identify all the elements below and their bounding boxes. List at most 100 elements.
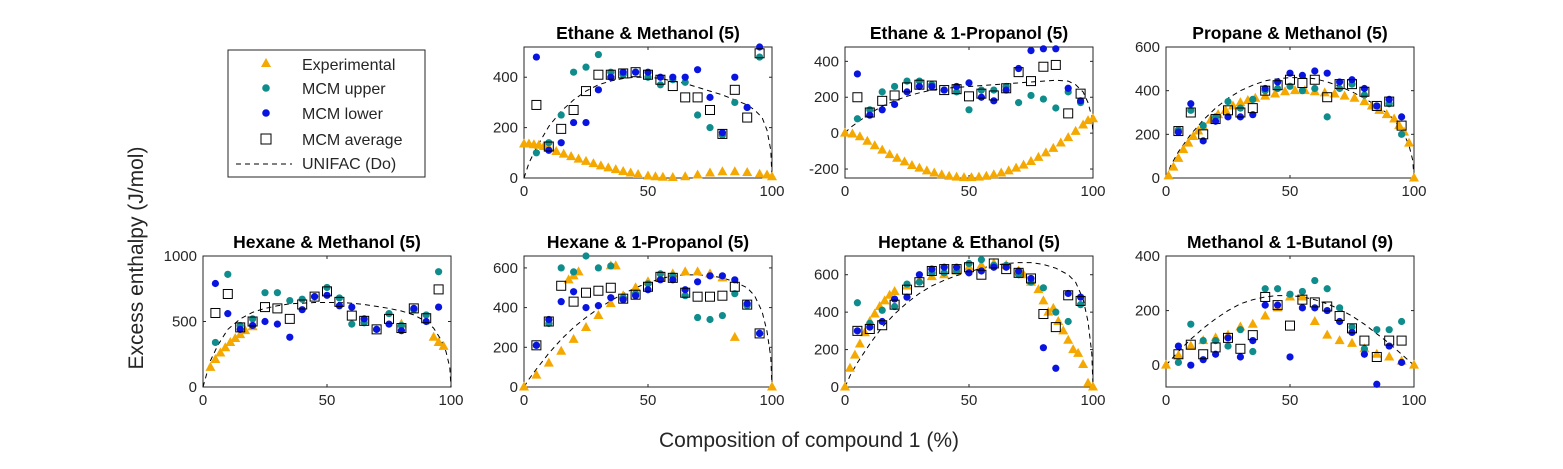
experimental-point <box>844 362 855 372</box>
mcm-average-point <box>309 291 320 302</box>
experimental-point <box>633 168 644 178</box>
mcm-average-point <box>1026 273 1036 284</box>
mcm-upper-point <box>1052 308 1060 316</box>
chart-title: Ethane & 1-Propanol (5) <box>870 23 1068 43</box>
mcm-lower-point <box>236 325 244 333</box>
mcm-average-point <box>1026 76 1036 87</box>
experimental-point <box>1322 329 1333 339</box>
mcm-lower-point <box>1398 113 1406 121</box>
mcm-average-point <box>1322 301 1333 312</box>
mcm-upper-point <box>385 310 393 318</box>
experimental-point <box>433 336 444 346</box>
experimental-point <box>1033 284 1044 294</box>
mcm-lower-point <box>286 333 294 341</box>
experimental-point <box>729 331 740 341</box>
experimental-point <box>767 171 777 181</box>
mcm-lower-point <box>718 272 727 280</box>
mcm-average-point <box>1001 264 1012 275</box>
mcm-average-point <box>556 280 567 291</box>
mcm-upper-point <box>1323 285 1331 293</box>
chart-title: Heptane & Ethanol (5) <box>878 232 1060 252</box>
mcm-average-point <box>260 302 270 313</box>
series-group <box>1163 67 1419 182</box>
mcm-upper-point <box>1398 130 1406 138</box>
mcm-average-point <box>284 313 295 324</box>
mcm-upper-point <box>891 302 899 311</box>
mcm-upper-point <box>718 311 727 320</box>
mcm-upper-point <box>1373 326 1381 334</box>
y-tick-label: 200 <box>814 342 839 359</box>
mcm-upper-point <box>1360 91 1368 99</box>
mcm-upper-point <box>323 283 331 292</box>
mcm-upper-point <box>891 82 899 91</box>
mcm-average-point <box>581 287 591 298</box>
x-tick-label: 50 <box>961 183 978 200</box>
mcm-upper-point <box>965 259 973 268</box>
mcm-upper-point <box>1323 113 1331 121</box>
y-tick-label: 200 <box>814 89 839 106</box>
mcm-upper-point <box>853 299 862 307</box>
mcm-lower-point <box>1212 117 1220 125</box>
mcm-average-point <box>1384 96 1395 107</box>
experimental-point <box>849 349 860 359</box>
mcm-upper-point <box>694 313 702 322</box>
mcm-average-point <box>951 84 962 95</box>
mcm-upper-point <box>1064 317 1072 326</box>
x-tick-label: 50 <box>961 392 978 409</box>
mcm-upper-point <box>298 295 306 303</box>
mcm-lower-point <box>669 276 677 284</box>
mcm-upper-point <box>422 311 430 319</box>
mcm-lower-point <box>1385 342 1393 350</box>
mcm-average-point <box>359 315 370 326</box>
experimental-point <box>1063 334 1074 344</box>
experimental-point <box>1048 142 1059 152</box>
mcm-lower-point <box>1249 337 1257 345</box>
mcm-average-point <box>433 284 444 295</box>
y-tick-label: 600 <box>1135 39 1160 56</box>
mcm-average-point <box>322 286 332 297</box>
mcm-lower-point <box>644 286 652 294</box>
mcm-average-point <box>334 296 345 307</box>
mcm-average-point <box>754 328 765 339</box>
mcm-average-point <box>1247 103 1258 114</box>
mcm-average-point <box>692 92 703 103</box>
experimental-point <box>1038 295 1049 305</box>
mcm-lower-point <box>743 300 751 308</box>
mcm-lower-point <box>965 269 973 277</box>
chart-panel-5: 0 50 100 0 200 400 600 Hexane & 1-Propanol (5) <box>493 232 785 409</box>
experimental-point <box>1309 316 1320 325</box>
experimental-point <box>581 155 591 165</box>
legend-entry-mcm-upper: MCM upper <box>262 81 386 98</box>
mcm-average-point <box>680 92 691 103</box>
mcm-lower-point <box>1015 64 1023 73</box>
experimental-point <box>929 167 940 177</box>
experimental-point <box>692 169 703 179</box>
mcm-average-point <box>1173 126 1184 137</box>
mcm-upper-point <box>1224 342 1232 350</box>
mcm-upper-point <box>731 98 739 107</box>
experimental-point <box>840 381 850 391</box>
mcm-upper-point <box>940 269 948 277</box>
mcm-lower-point <box>545 315 553 324</box>
mcm-upper-point <box>878 88 886 96</box>
mcm-lower-point <box>1052 364 1060 372</box>
mcm-average-point <box>705 291 715 302</box>
mcm-lower-point <box>594 302 603 310</box>
experimental-point <box>235 329 246 339</box>
mcm-lower-point <box>891 100 899 109</box>
mcm-lower-point <box>1174 128 1182 136</box>
mcm-lower-point <box>656 73 665 81</box>
x-tick-label: 50 <box>319 392 336 409</box>
mcm-lower-point <box>731 73 739 81</box>
mcm-average-point <box>939 85 950 96</box>
mcm-average-point <box>729 84 740 95</box>
mcm-average-point <box>1223 105 1233 116</box>
mcm-lower-point <box>681 73 689 81</box>
x-tick-label: 100 <box>438 392 463 409</box>
mcm-lower-point <box>706 272 714 280</box>
mcm-average-point <box>543 141 554 152</box>
experimental-point <box>1055 137 1066 147</box>
mcm-lower-point <box>990 97 998 105</box>
experimental-point <box>754 168 765 178</box>
x-tick-label: 100 <box>1080 392 1105 409</box>
